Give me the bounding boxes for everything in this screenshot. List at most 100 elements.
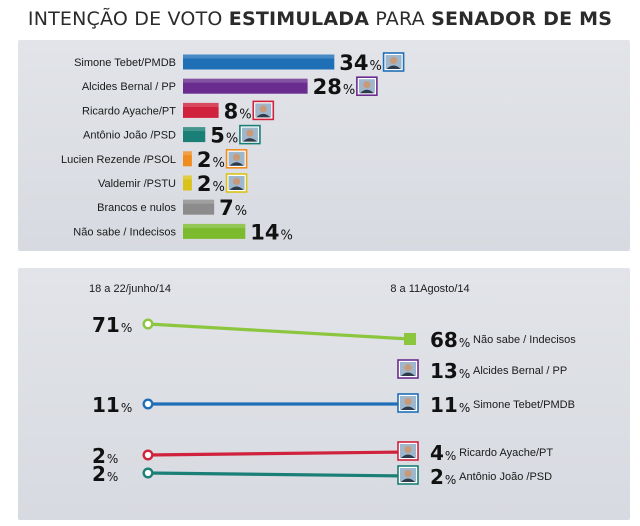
series-end-label-number: 68	[430, 328, 458, 352]
bar	[183, 175, 192, 191]
candidate-photo-shoulders	[386, 65, 401, 69]
series-end-point	[404, 333, 416, 345]
series-end-photo	[397, 359, 419, 379]
series-end-label: 13%	[430, 359, 470, 383]
bar	[183, 54, 335, 70]
candidate-photo-face	[232, 177, 241, 186]
candidate-photo-shoulders	[256, 113, 271, 118]
title-part-4: SENADOR DE MS	[431, 8, 613, 30]
series-end-photo-shoulders	[401, 478, 415, 482]
bar-category-label: Ricardo Ayache/PT	[82, 105, 176, 117]
bar-value-label-number: 14	[250, 220, 279, 244]
bar-value-label-number: 34	[339, 51, 368, 75]
bar-value-label-unit: %	[213, 180, 225, 195]
bar-chart-panel	[18, 40, 630, 251]
series-name-label: Ricardo Ayache/PT	[459, 447, 553, 459]
series-end-label: 11%	[430, 393, 470, 417]
series-end-photo-face	[404, 445, 412, 454]
bar-value-label: 2%	[197, 172, 225, 196]
bar-value-label-number: 2	[197, 172, 212, 196]
series-end-photo-face	[404, 469, 412, 478]
bar-category-label: Não sabe / Indecisos	[73, 226, 176, 238]
bar	[183, 199, 215, 215]
series-start-label: 71%	[92, 313, 132, 337]
series-end-label-number: 4	[430, 441, 444, 465]
bar	[183, 102, 219, 118]
series-end-label-unit: %	[459, 367, 470, 381]
series-end-label: 4%	[430, 441, 456, 465]
series-end-photo-face	[404, 397, 412, 406]
bar-value-label: 28%	[313, 75, 356, 99]
bar-highlight	[183, 102, 219, 107]
bar-value-label-unit: %	[370, 59, 382, 74]
bar-value-label-unit: %	[239, 107, 251, 122]
bar-value-label-unit: %	[226, 132, 238, 147]
bar-category-label: Valdemir /PSTU	[98, 178, 176, 190]
bar-value-label-number: 2	[197, 148, 212, 172]
bar-category-label: Brancos e nulos	[97, 202, 176, 214]
bar-category-label: Simone Tebet/PMDB	[74, 57, 176, 69]
candidate-photo-shoulders	[359, 89, 374, 94]
line-chart-panel	[18, 268, 630, 520]
bar-highlight	[183, 127, 206, 132]
series-end-label-number: 11	[430, 393, 458, 417]
series-line	[147, 471, 411, 478]
bar-value-label-number: 7	[219, 196, 234, 220]
candidate-photo-face	[389, 56, 398, 65]
bar-highlight	[183, 223, 246, 228]
series-end-label-number: 13	[430, 359, 458, 383]
candidate-photo-face	[232, 153, 241, 161]
series-start-point	[142, 449, 154, 461]
candidate-photo-shoulders	[229, 186, 244, 190]
series-line	[147, 450, 411, 457]
line-x-label-start: 18 a 22/junho/14	[89, 283, 171, 295]
series-end-label: 2%	[430, 465, 456, 489]
bar-value-label-number: 28	[313, 75, 342, 99]
candidate-photo-shoulders	[229, 162, 244, 166]
bar-highlight	[183, 175, 192, 180]
series-end-photo-shoulders	[401, 372, 415, 376]
series-end-photo-shoulders	[401, 406, 415, 410]
series-name-label: Alcides Bernal / PP	[473, 365, 567, 377]
bar-value-label: 8%	[224, 99, 252, 123]
bar-value-label-unit: %	[343, 83, 355, 98]
candidate-photo-face	[259, 105, 267, 113]
series-start-label-number: 71	[92, 313, 120, 337]
bar	[183, 151, 192, 167]
series-start-label-number: 2	[92, 444, 106, 468]
candidate-photo	[252, 100, 275, 121]
series-start-label: 2%	[92, 444, 118, 468]
series-end-label-unit: %	[445, 449, 456, 463]
series-start-label-unit: %	[121, 321, 132, 335]
bar-category-label: Alcides Bernal / PP	[82, 81, 176, 93]
candidate-photo-shoulders	[242, 138, 257, 142]
candidate-photo	[356, 76, 378, 96]
series-start-label-unit: %	[107, 470, 118, 484]
bar-highlight	[183, 78, 308, 83]
bar-value-label: 7%	[219, 196, 247, 220]
bar-value-label-unit: %	[213, 156, 225, 171]
bar-value-label: 5%	[210, 124, 238, 148]
bar-highlight	[183, 151, 192, 156]
series-start-point	[142, 398, 154, 410]
title-part-1: INTENÇÃO DE VOTO	[27, 8, 223, 30]
bar	[183, 78, 308, 94]
series-end-photo	[397, 465, 419, 485]
candidate-photo	[225, 149, 248, 169]
candidate-photo	[225, 173, 248, 193]
series-end-photo	[397, 393, 419, 413]
series-end-label-unit: %	[459, 401, 470, 415]
series-start-label-number: 2	[92, 462, 106, 486]
series-end-label: 68%	[430, 328, 470, 352]
series-start-label-unit: %	[121, 401, 132, 415]
bar-highlight	[183, 199, 215, 204]
series-end-photo-shoulders	[401, 454, 415, 458]
series-start-point	[142, 467, 154, 479]
bar-value-label: 2%	[197, 148, 225, 172]
series-end-label-number: 2	[430, 465, 444, 489]
title-part-3: PARA	[375, 8, 425, 30]
candidate-photo-face	[246, 129, 254, 137]
series-start-point	[142, 318, 154, 330]
bar-value-label-number: 8	[224, 99, 239, 123]
series-name-label: Simone Tebet/PMDB	[473, 399, 575, 411]
